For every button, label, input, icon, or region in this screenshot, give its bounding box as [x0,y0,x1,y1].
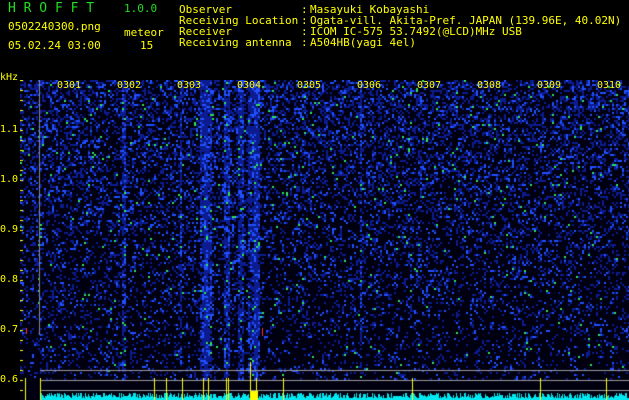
y-tick-label: 1.1 [0,124,19,135]
info-value: Ogata-vill. Akita-Pref. JAPAN (139.96E, … [310,14,622,27]
info-separator: : [301,14,308,27]
unit-label: kHz [0,72,19,83]
info-label: Observer [179,3,232,16]
info-separator: : [301,25,308,38]
file-datetime: 05.02.24 03:00 [8,39,101,52]
minute-label: 0309 [537,80,562,91]
y-tick-label: 0.7 [0,324,19,335]
minute-label: 0304 [237,80,262,91]
info-separator: : [301,36,308,49]
minute-label: 0306 [357,80,382,91]
app-title: H R O F F T [8,1,95,16]
y-tick-label: 0.8 [0,274,19,285]
app-version: 1.0.0 [124,2,158,15]
spectrogram [20,80,629,400]
info-label: Receiving Location [179,14,299,27]
info-label: Receiving antenna [179,36,292,49]
info-value: Masayuki Kobayashi [310,3,430,16]
minute-label: 0302 [117,80,142,91]
info-label: Receiver [179,25,232,38]
y-tick-label: 0.9 [0,224,19,235]
minute-label: 0301 [57,80,82,91]
info-value: ICOM IC-575 53.7492(@LCD)MHz USB [310,25,522,38]
info-separator: : [301,3,308,16]
minute-label: 0308 [477,80,502,91]
file-name: 0502240300.png [8,20,101,33]
y-tick-label: 0.6 [0,374,19,385]
info-value: A504HB(yagi 4el) [310,36,416,49]
y-tick-label: 1.0 [0,174,19,185]
minute-label: 0307 [417,80,442,91]
meteor-label: meteor [124,26,164,39]
minute-label: 0305 [297,80,322,91]
minute-label: 0310 [597,80,622,91]
minute-label: 0303 [177,80,202,91]
meteor-count: 15 [140,39,154,52]
